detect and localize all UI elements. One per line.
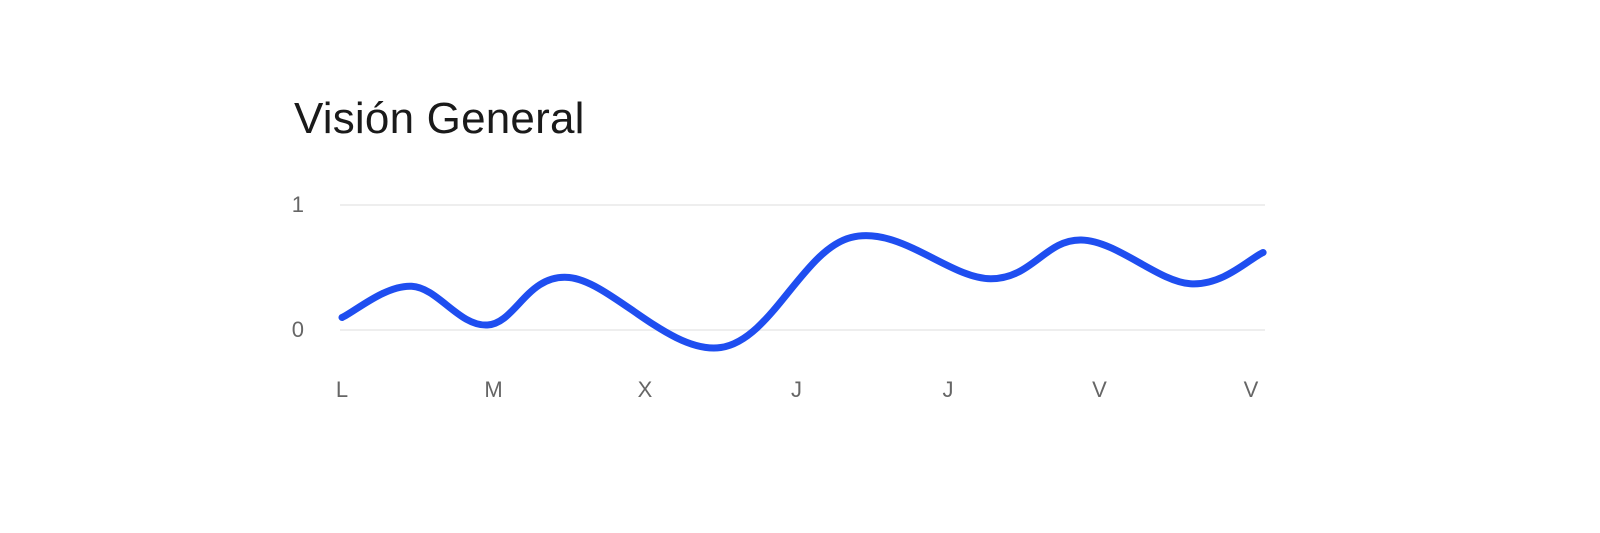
chart-title: Visión General: [294, 94, 585, 143]
y-tick-label: 1: [292, 192, 304, 217]
chart-card: 0 1 L M X J J V V Visión General: [270, 70, 1300, 430]
x-tick-label: M: [484, 377, 502, 402]
x-tick-label: X: [638, 377, 653, 402]
x-tick-label: L: [336, 377, 348, 402]
x-tick-label: J: [943, 377, 954, 402]
x-tick-label: J: [791, 377, 802, 402]
line-chart: 0 1 L M X J J V V: [292, 192, 1267, 402]
x-tick-label: V: [1244, 377, 1259, 402]
x-tick-label: V: [1092, 377, 1107, 402]
y-tick-label: 0: [292, 317, 304, 342]
series-line: [338, 232, 1267, 352]
